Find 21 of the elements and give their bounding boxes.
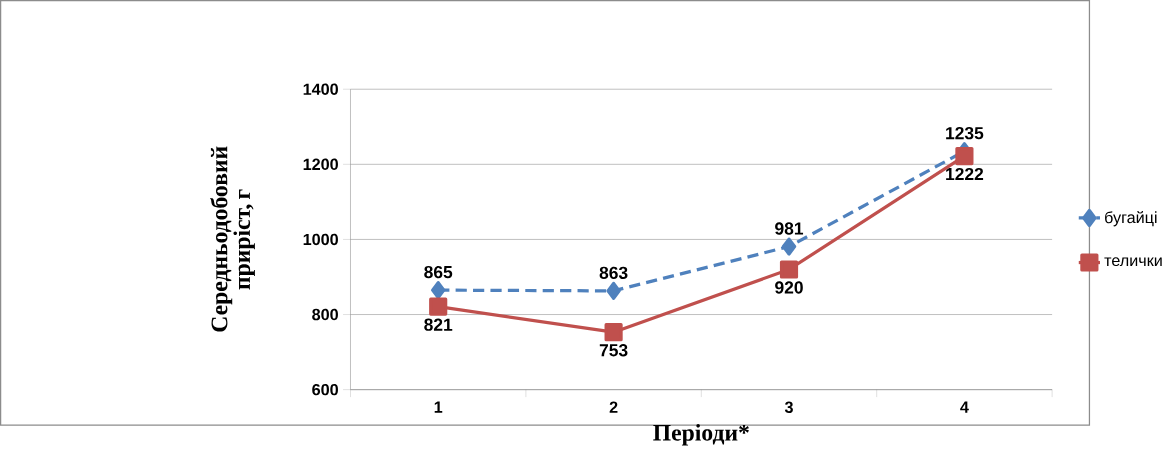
x-tick-label: 1 — [434, 401, 443, 413]
y-tick-label: 600 — [312, 384, 338, 396]
data-label: 981 — [775, 222, 804, 235]
data-label: 1235 — [946, 127, 984, 140]
y-tick-label: 1400 — [303, 83, 338, 96]
x-tick-label: 2 — [609, 401, 618, 413]
x-tick-label: 3 — [784, 401, 793, 414]
legend-label: бугайці — [1105, 211, 1157, 227]
data-label: 865 — [424, 266, 453, 279]
y-tick-label: 800 — [312, 308, 338, 321]
y-tick-label: 1200 — [303, 158, 338, 171]
data-label: 863 — [599, 266, 628, 280]
data-label: 920 — [775, 281, 803, 294]
data-label: 1222 — [946, 168, 984, 181]
y-tick-label: 1000 — [303, 233, 338, 246]
x-axis-title: Періоди* — [653, 424, 749, 446]
data-label: 821 — [424, 318, 453, 332]
x-tick-label: 4 — [960, 401, 969, 413]
legend-label: телички — [1104, 257, 1162, 267]
y-axis-title: Середньодобовий приріст, г — [210, 146, 255, 332]
data-label: 753 — [599, 344, 628, 357]
